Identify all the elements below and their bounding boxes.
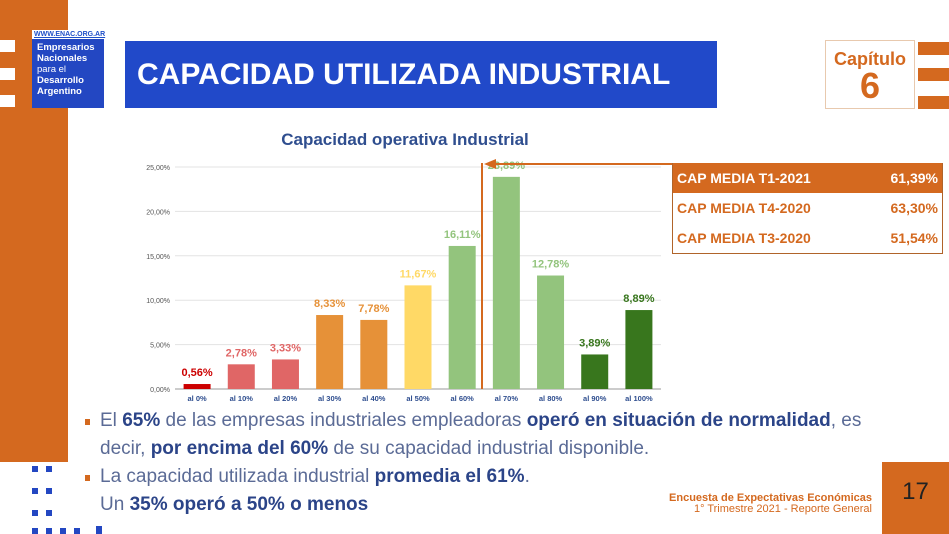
chapter-label: Capítulo: [834, 49, 906, 69]
bar: [625, 310, 653, 389]
data-label: 8,89%: [623, 293, 654, 305]
bar: [448, 245, 476, 389]
y-tick-label: 5,00%: [150, 343, 170, 350]
bar: [404, 285, 432, 389]
logo-text: Desarrollo: [37, 75, 84, 86]
bar: [316, 315, 344, 389]
bullet-item: La capacidad utilizada industrial promed…: [85, 463, 885, 519]
cap-row: CAP MEDIA T1-2021 61,39%: [673, 163, 942, 193]
bar: [227, 364, 255, 389]
logo-url: WWW.ENAC.ORG.AR: [32, 30, 106, 39]
data-label: 7,78%: [358, 303, 389, 315]
enac-logo: WWW.ENAC.ORG.AR Empresarios Nacionales p…: [32, 30, 106, 110]
bullet-list: El 65% de las empresas industriales empl…: [85, 407, 885, 519]
data-label: 2,78%: [226, 347, 257, 359]
y-tick-label: 25,00%: [146, 165, 170, 172]
footer-text: Encuesta de Expectativas Económicas 1° T…: [600, 493, 872, 515]
text: .: [524, 466, 530, 487]
text-bold: operó en situación de normalidad: [526, 410, 831, 431]
logo-text: Argentino: [37, 86, 82, 97]
text: de las empresas industriales empleadoras: [160, 410, 527, 431]
data-label: 23,89%: [488, 160, 526, 172]
page-number-box: [882, 462, 949, 534]
data-label: 11,67%: [400, 268, 437, 280]
decor-stripe: [918, 68, 949, 81]
decor-stripe: [918, 42, 949, 55]
x-tick-label: al 100%: [625, 394, 653, 403]
decor-stripe: [0, 95, 15, 107]
text: El: [100, 410, 123, 431]
chapter-badge: Capítulo 6: [825, 40, 915, 109]
text: Un: [100, 494, 130, 515]
y-tick-label: 0,00%: [150, 387, 170, 394]
y-tick-label: 20,00%: [146, 209, 170, 216]
cap-value: 51,54%: [890, 230, 938, 246]
text: La capacidad utilizada industrial: [100, 466, 375, 487]
decor-stripe: [918, 96, 949, 109]
data-label: 3,33%: [270, 342, 301, 354]
data-label: 0,56%: [181, 367, 212, 379]
cap-value: 61,39%: [890, 170, 938, 186]
logo-text: Empresarios: [37, 42, 95, 53]
data-label: 8,33%: [314, 298, 345, 310]
text-bold: 35% operó a 50% o menos: [129, 494, 369, 515]
cap-label: CAP MEDIA T4-2020: [677, 200, 811, 216]
text-bold: 65%: [122, 410, 161, 431]
footer-line: 1° Trimestre 2021 - Reporte General: [693, 503, 872, 515]
data-label: 12,78%: [532, 259, 570, 271]
x-tick-label: al 80%: [539, 394, 563, 403]
bar: [271, 359, 299, 389]
page-number: 17: [902, 478, 929, 505]
y-tick-label: 10,00%: [146, 298, 170, 305]
x-tick-label: al 0%: [187, 394, 207, 403]
cap-label: CAP MEDIA T1-2021: [677, 170, 811, 186]
bullet-icon: [85, 419, 90, 425]
arrow-left-icon: [484, 159, 496, 169]
text-bold: por encima del 60%: [150, 438, 329, 459]
cap-row: CAP MEDIA T4-2020 63,30%: [673, 193, 942, 223]
bar: [537, 275, 565, 389]
bar: [492, 176, 520, 389]
bar-chart: 0,00% 5,00% 10,00% 15,00% 20,00% 25,00% 0,56% a…: [146, 159, 672, 403]
logo-text: para el: [37, 64, 67, 75]
x-tick-label: al 10%: [230, 394, 254, 403]
footer-line: Encuesta de Expectativas Económicas: [669, 492, 872, 504]
bar: [183, 384, 211, 389]
chart-title: Capacidad operativa Industrial: [281, 130, 529, 149]
data-label: 3,89%: [579, 337, 610, 349]
cap-media-table: CAP MEDIA T1-2021 61,39% CAP MEDIA T4-202…: [672, 163, 943, 254]
bar: [581, 354, 609, 389]
text-bold: promedia el 61%: [374, 466, 525, 487]
x-tick-label: al 50%: [406, 394, 430, 403]
x-tick-label: al 30%: [318, 394, 342, 403]
decor-stripe: [0, 40, 15, 52]
chapter-number: 6: [859, 65, 881, 106]
bullet-item: El 65% de las empresas industriales empl…: [85, 407, 885, 463]
x-tick-label: al 40%: [362, 394, 386, 403]
x-tick-label: al 60%: [451, 394, 475, 403]
decor-stripe: [0, 68, 15, 80]
cap-value: 63,30%: [890, 200, 938, 216]
cap-row: CAP MEDIA T3-2020 51,54%: [673, 223, 942, 253]
x-tick-label: al 90%: [583, 394, 607, 403]
cap-label: CAP MEDIA T3-2020: [677, 230, 811, 246]
bullet-icon: [85, 475, 90, 481]
data-label: 16,11%: [444, 229, 481, 241]
x-tick-label: al 20%: [274, 394, 298, 403]
text: , es decir,: [100, 410, 862, 459]
page-title: CAPACIDAD UTILIZADA INDUSTRIAL: [125, 41, 717, 108]
y-tick-label: 15,00%: [146, 254, 170, 261]
text: de su capacidad industrial disponible.: [328, 438, 650, 459]
x-tick-label: al 70%: [495, 394, 519, 403]
logo-text: Nacionales: [37, 53, 88, 64]
bar: [360, 319, 388, 389]
